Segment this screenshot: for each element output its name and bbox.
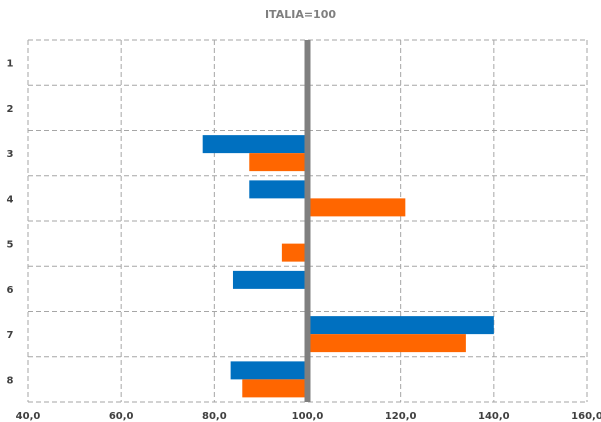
y-tick-label: 1 <box>7 59 14 70</box>
bar-series-1-cat-3 <box>202 135 308 154</box>
x-tick-label: 140,0 <box>478 411 510 422</box>
baseline-layer <box>304 40 311 402</box>
y-tick-label: 7 <box>7 330 14 341</box>
grid-layer <box>27 39 588 403</box>
y-axis-labels: 1 2 3 4 5 6 7 8 <box>7 59 14 387</box>
x-tick-label: 80,0 <box>202 411 227 422</box>
y-tick-label: 3 <box>7 149 14 160</box>
y-tick-label: 2 <box>7 104 14 115</box>
bar-series-2-cat-5 <box>281 243 308 262</box>
y-tick-label: 4 <box>7 194 14 205</box>
bar-series-1-cat-4 <box>249 180 308 199</box>
bar-series-2-cat-8 <box>242 379 308 398</box>
y-tick-label: 5 <box>7 240 14 251</box>
bar-series-1-cat-8 <box>230 361 308 380</box>
bar-series-2-cat-3 <box>249 153 308 172</box>
bar-series-1-cat-7 <box>307 316 494 335</box>
bar-series-2-cat-4 <box>307 198 406 217</box>
x-tick-label: 40,0 <box>16 411 41 422</box>
x-axis-labels: 40,0 60,0 80,0 100,0 120,0 140,0 160,0 <box>16 411 601 422</box>
chart-title: ITALIA=100 <box>264 8 337 21</box>
baseline-100 <box>304 40 311 402</box>
bar-series-2-cat-7 <box>307 334 466 353</box>
x-tick-label: 100,0 <box>292 411 324 422</box>
x-tick-label: 160,0 <box>571 411 601 422</box>
x-tick-label: 60,0 <box>109 411 134 422</box>
bar-series-1-cat-6 <box>232 270 308 289</box>
y-tick-label: 6 <box>7 285 14 296</box>
bars-layer <box>202 62 494 398</box>
x-tick-label: 120,0 <box>385 411 417 422</box>
y-tick-label: 8 <box>7 375 14 386</box>
